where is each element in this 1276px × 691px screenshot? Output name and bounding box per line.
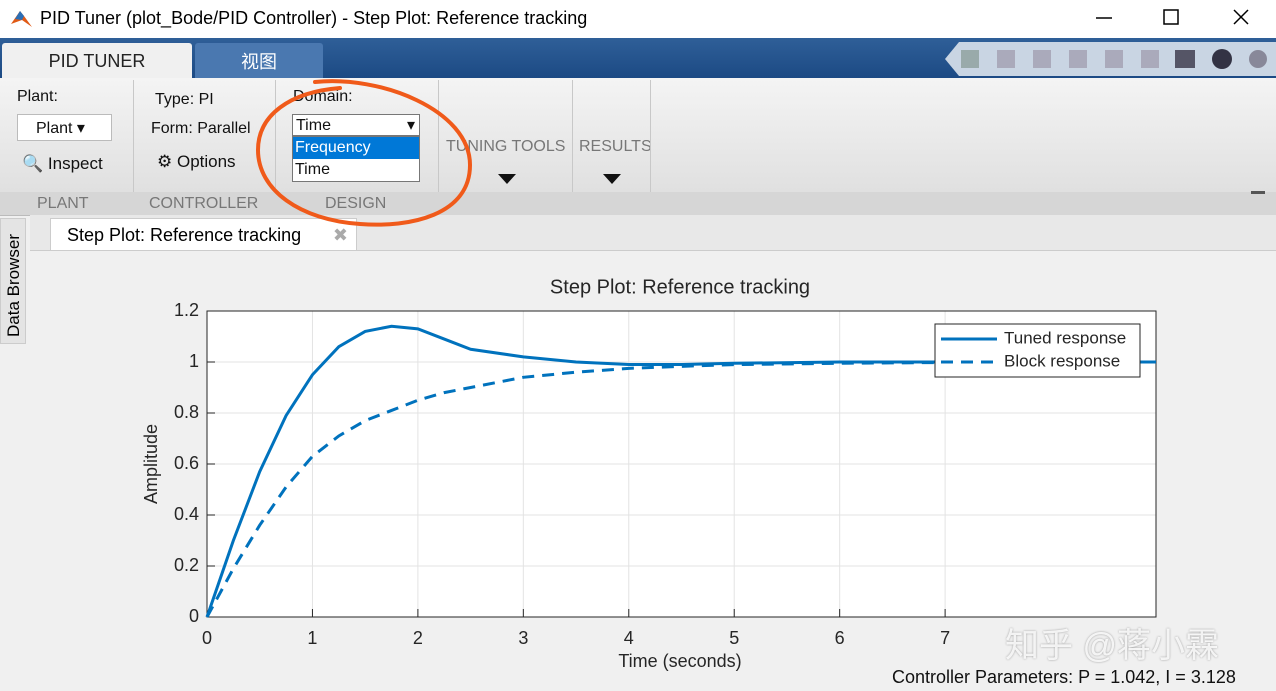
- type-text: Type: PI: [155, 91, 214, 108]
- axes-frame: [206, 310, 1157, 618]
- dropdown-arrow: [603, 174, 621, 184]
- domain-options-list: Frequency Time: [292, 136, 420, 182]
- domain-dropdown-text: Time: [296, 117, 331, 134]
- series-line: [205, 360, 1156, 618]
- watermark: 知乎 @蒋小霖: [1005, 627, 1219, 665]
- window-title: PID Tuner (plot_Bode/PID Controller) - S…: [40, 8, 588, 28]
- results-button[interactable]: RESULTS: [579, 138, 652, 155]
- x-axis-label: Time (seconds): [618, 651, 741, 671]
- y-tick-label: 0.6: [174, 453, 199, 473]
- collapse-button[interactable]: [1251, 191, 1265, 194]
- ribbon-tab-strip: PID TUNER 视图: [0, 38, 1276, 78]
- section-label: PLANT: [37, 195, 89, 212]
- x-tick-label: 2: [413, 628, 423, 648]
- y-tick-label: 1.2: [174, 300, 199, 320]
- tab-pid-tuner[interactable]: PID TUNER: [2, 43, 192, 78]
- plant-dropdown[interactable]: Plant ▾: [17, 114, 112, 141]
- separator: [275, 80, 276, 192]
- dropdown-arrow: [498, 174, 516, 184]
- inspect-button[interactable]: 🔍 Inspect: [22, 154, 103, 173]
- domain-dropdown[interactable]: Time ▾: [292, 114, 420, 136]
- chart-title: Step Plot: Reference tracking: [550, 276, 810, 298]
- domain-option[interactable]: Time: [295, 161, 330, 178]
- x-tick-label: 3: [518, 628, 528, 648]
- app-icon: [11, 11, 32, 27]
- close-tab[interactable]: ✖: [332, 225, 348, 245]
- x-tick-label: 6: [835, 628, 845, 648]
- y-tick-label: 0.2: [174, 555, 199, 575]
- window-controls[interactable]: [1080, 0, 1276, 38]
- form-text: Form: Parallel: [151, 120, 251, 137]
- options-button[interactable]: ⚙ Options: [157, 152, 236, 171]
- domain-label: Domain:: [293, 88, 353, 105]
- title-bar: PID Tuner (plot_Bode/PID Controller) - S…: [0, 0, 1276, 38]
- quick-access-toolbar[interactable]: [945, 42, 1276, 76]
- status-text: Controller Parameters: P = 1.042, I = 3.…: [892, 667, 1236, 687]
- x-tick-label: 4: [624, 628, 634, 648]
- separator: [650, 80, 651, 192]
- plant-dropdown-text: Plant: [36, 120, 73, 137]
- domain-option[interactable]: Frequency: [293, 137, 419, 159]
- plant-label: Plant:: [17, 88, 58, 105]
- y-tick-label: 0.8: [174, 402, 199, 422]
- separator: [133, 80, 134, 192]
- document-tab-bar: Step Plot: Reference tracking ✖: [30, 215, 1276, 251]
- section-label: DESIGN: [325, 195, 387, 212]
- toolstrip: Plant: Plant ▾ 🔍 Inspect Type: PI Form: …: [0, 78, 1276, 216]
- separator: [572, 80, 573, 192]
- tab-view[interactable]: 视图: [195, 43, 323, 78]
- y-axis-label: Amplitude: [141, 424, 161, 504]
- x-tick-label: 5: [729, 628, 739, 648]
- x-tick-label: 1: [307, 628, 317, 648]
- document-tab[interactable]: Step Plot: Reference tracking ✖: [50, 218, 357, 250]
- x-tick-label: 0: [202, 628, 212, 648]
- side-tab[interactable]: Data Browser: [0, 218, 26, 344]
- legend-label: Block response: [1004, 351, 1120, 370]
- section-label: CONTROLLER: [149, 195, 259, 212]
- y-tick-label: 1: [189, 351, 199, 371]
- x-tick-label: 7: [940, 628, 950, 648]
- legend-label: Tuned response: [1004, 328, 1126, 347]
- side-tab-text: Data Browser: [4, 234, 23, 337]
- inspect-text: Inspect: [47, 154, 103, 173]
- legend-box: [934, 323, 1141, 378]
- separator: [438, 80, 439, 192]
- y-tick-label: 0: [189, 606, 199, 626]
- y-tick-label: 0.4: [174, 504, 199, 524]
- tuning-tools-button[interactable]: TUNING TOOLS: [446, 138, 566, 155]
- document-tab-text: Step Plot: Reference tracking: [67, 225, 302, 245]
- options-text: Options: [176, 152, 236, 171]
